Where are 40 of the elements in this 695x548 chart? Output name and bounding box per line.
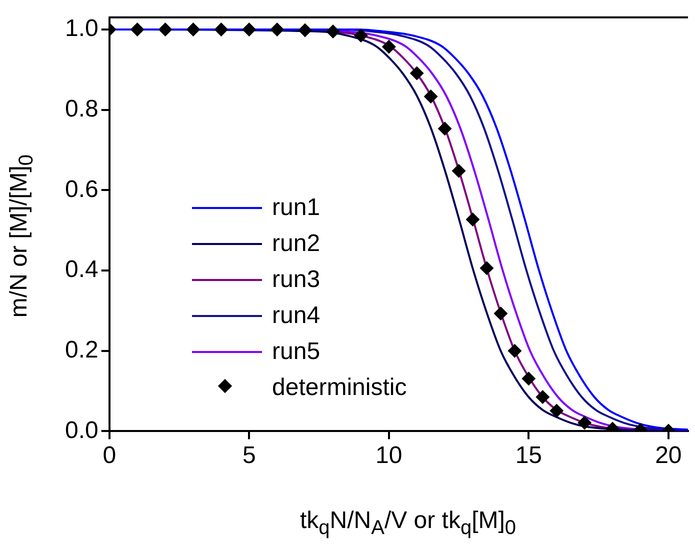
point (424, 90, 438, 104)
point (242, 22, 256, 36)
x-tick-label: 15 (515, 442, 542, 470)
x-tick-label: 20 (655, 442, 682, 470)
point (452, 164, 466, 178)
legend-label: run2 (272, 229, 320, 259)
y-tick-label: 0.2 (64, 336, 98, 364)
legend-label: run4 (272, 301, 320, 331)
legend-label: run3 (272, 265, 320, 295)
point (578, 416, 592, 430)
legend-label: deterministic (272, 373, 407, 403)
x-axis-title: tk$_{q}$N/N$_{A}$/V or tk$_{q}$[M]$_{0}$ (300, 507, 516, 540)
point (298, 23, 312, 38)
point (270, 22, 284, 36)
point (326, 24, 340, 38)
x-tick-label: 5 (242, 442, 256, 470)
point (214, 22, 228, 36)
point (536, 390, 550, 404)
legend-label: run1 (272, 193, 320, 223)
y-tick-label: 0.8 (64, 95, 98, 122)
point (158, 22, 172, 36)
point (130, 22, 144, 36)
point (522, 372, 536, 386)
point (438, 122, 452, 136)
y-tick-label: 0.0 (64, 416, 98, 444)
point (480, 261, 494, 276)
x-tick-label: 10 (376, 442, 402, 470)
point (466, 212, 480, 226)
point (494, 306, 508, 320)
point (382, 40, 396, 54)
y-tick-label: 0.4 (64, 256, 98, 284)
point (186, 22, 200, 36)
point (550, 404, 564, 418)
x-tick-label: 0 (102, 442, 116, 470)
point (508, 344, 522, 358)
legend-label: run5 (272, 337, 320, 367)
point (410, 66, 424, 80)
y-tick-label: 0.6 (64, 176, 98, 203)
point (354, 28, 368, 42)
y-tick-label: 1.0 (64, 15, 98, 42)
